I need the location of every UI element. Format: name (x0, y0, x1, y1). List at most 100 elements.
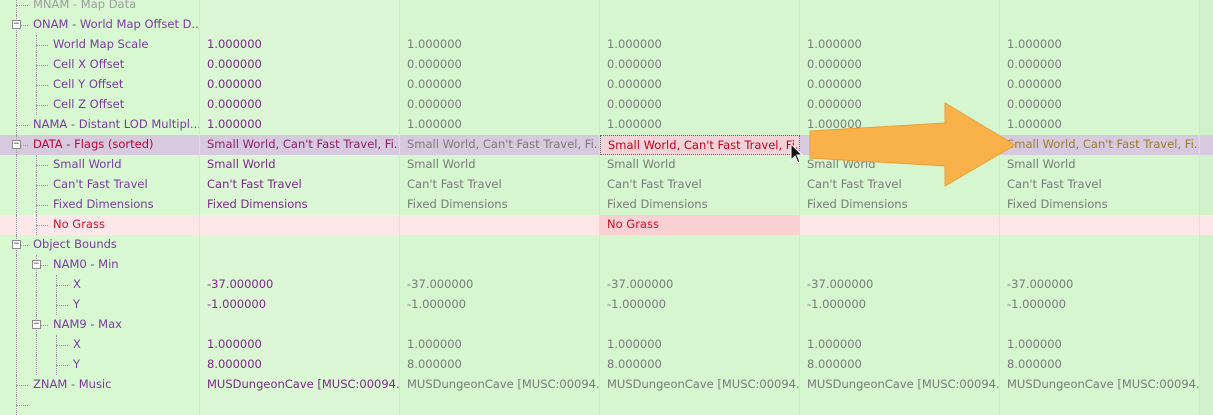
value-cell-record-4[interactable] (800, 235, 1000, 255)
value-cell-record-1[interactable]: 1.000000 (200, 35, 400, 55)
row-label-cell[interactable]: Fixed Dimensions (0, 195, 200, 215)
collapse-minus-icon[interactable]: − (32, 319, 41, 329)
row-label-cell[interactable]: ZNAM - Music (0, 375, 200, 395)
value-cell-record-2[interactable]: 0.000000 (400, 75, 600, 95)
value-cell-record-5[interactable]: Small World (1000, 155, 1200, 175)
table-row[interactable]: − NAM9 - Max (0, 315, 1213, 335)
table-row[interactable]: Fixed Dimensions Fixed Dimensions Fixed Di… (0, 195, 1213, 215)
value-cell-record-3[interactable] (600, 235, 800, 255)
value-cell-record-4[interactable]: 1.000000 (800, 35, 1000, 55)
table-row[interactable]: − Object Bounds (0, 235, 1213, 255)
value-cell-record-2[interactable]: Fixed Dimensions (400, 195, 600, 215)
value-cell-record-1[interactable] (200, 0, 400, 15)
collapse-minus-icon[interactable]: − (12, 239, 21, 249)
value-cell-record-1[interactable] (200, 215, 400, 235)
value-cell-record-2[interactable] (400, 395, 600, 415)
table-row[interactable]: X -37.000000 -37.000000 -37.000000 -37.00000… (0, 275, 1213, 295)
value-cell-record-5[interactable]: 0.000000 (1000, 55, 1200, 75)
value-cell-record-1[interactable] (200, 315, 400, 335)
value-cell-record-3[interactable] (600, 395, 800, 415)
value-cell-record-2[interactable]: 1.000000 (400, 335, 600, 355)
value-cell-record-3[interactable]: Fixed Dimensions (600, 195, 800, 215)
table-row[interactable]: Y -1.000000 -1.000000 -1.000000 -1.000000 -1.… (0, 295, 1213, 315)
row-label-cell[interactable]: X (0, 275, 200, 295)
value-cell-record-2[interactable]: 1.000000 (400, 35, 600, 55)
table-row[interactable]: ZNAM - Music MUSDungeonCave [MUSC:00094..… (0, 375, 1213, 395)
row-label-cell[interactable]: No Grass (0, 215, 200, 235)
value-cell-record-5[interactable] (1000, 395, 1200, 415)
value-cell-record-3[interactable]: Can't Fast Travel (600, 175, 800, 195)
value-cell-record-2[interactable]: 1.000000 (400, 115, 600, 135)
value-cell-record-5[interactable]: 0.000000 (1000, 95, 1200, 115)
table-row[interactable]: Small World Small World Small World Small W… (0, 155, 1213, 175)
table-row[interactable]: NAMA - Distant LOD Multipl... 1.000000 1.0… (0, 115, 1213, 135)
value-cell-record-1[interactable]: -37.000000 (200, 275, 400, 295)
value-cell-record-2[interactable]: 0.000000 (400, 55, 600, 75)
value-cell-record-4[interactable]: 8.000000 (800, 355, 1000, 375)
table-row[interactable]: − DATA - Flags (sorted) Small World, Can't… (0, 135, 1213, 155)
value-cell-record-3[interactable]: 1.000000 (600, 115, 800, 135)
value-cell-record-2[interactable]: MUSDungeonCave [MUSC:00094... (400, 375, 600, 395)
value-cell-record-5[interactable]: Small World, Can't Fast Travel, Fi... (1000, 135, 1200, 155)
value-cell-record-1[interactable]: 0.000000 (200, 75, 400, 95)
value-cell-record-3[interactable]: 1.000000 (600, 335, 800, 355)
table-row[interactable]: MNAM - Map Data (0, 0, 1213, 15)
row-label-cell[interactable]: World Map Scale (0, 35, 200, 55)
value-cell-record-4[interactable] (800, 0, 1000, 15)
row-label-cell[interactable]: Cell Y Offset (0, 75, 200, 95)
value-cell-record-4[interactable]: -1.000000 (800, 295, 1000, 315)
value-cell-record-3[interactable]: -37.000000 (600, 275, 800, 295)
value-cell-record-3[interactable]: 0.000000 (600, 75, 800, 95)
value-cell-record-1[interactable]: 0.000000 (200, 55, 400, 75)
value-cell-record-2[interactable]: -1.000000 (400, 295, 600, 315)
value-cell-record-4[interactable]: 0.000000 (800, 55, 1000, 75)
value-cell-record-3[interactable] (600, 255, 800, 275)
value-cell-record-3[interactable]: No Grass (600, 215, 800, 235)
table-row[interactable]: − ONAM - World Map Offset D... (0, 15, 1213, 35)
table-row[interactable]: Can't Fast Travel Can't Fast Travel Can't … (0, 175, 1213, 195)
value-cell-record-4[interactable] (800, 135, 1000, 155)
value-cell-record-3[interactable]: 0.000000 (600, 95, 800, 115)
value-cell-record-1[interactable]: 8.000000 (200, 355, 400, 375)
value-cell-record-5[interactable]: Can't Fast Travel (1000, 175, 1200, 195)
row-label-cell[interactable]: NAMA - Distant LOD Multipl... (0, 115, 200, 135)
value-cell-record-1[interactable] (200, 15, 400, 35)
value-cell-record-4[interactable] (800, 255, 1000, 275)
value-cell-record-5[interactable]: 1.000000 (1000, 115, 1200, 135)
value-cell-record-4[interactable]: 1.000000 (800, 115, 1000, 135)
table-row[interactable]: − NAM0 - Min (0, 255, 1213, 275)
value-cell-record-5[interactable]: 8.000000 (1000, 355, 1200, 375)
value-cell-record-1[interactable] (200, 395, 400, 415)
value-cell-record-2[interactable]: Small World (400, 155, 600, 175)
value-cell-record-5[interactable] (1000, 315, 1200, 335)
row-label-cell[interactable]: Y (0, 295, 200, 315)
table-row[interactable]: X 1.000000 1.000000 1.000000 1.000000 1.00000… (0, 335, 1213, 355)
row-label-cell[interactable]: − DATA - Flags (sorted) (0, 135, 200, 155)
value-cell-record-3[interactable]: MUSDungeonCave [MUSC:00094... (600, 375, 800, 395)
value-cell-record-4[interactable]: MUSDungeonCave [MUSC:00094... (800, 375, 1000, 395)
value-cell-record-5[interactable]: -37.000000 (1000, 275, 1200, 295)
row-label-cell[interactable]: − Object Bounds (0, 235, 200, 255)
value-cell-record-2[interactable]: -37.000000 (400, 275, 600, 295)
value-cell-record-3[interactable]: -1.000000 (600, 295, 800, 315)
value-cell-record-2[interactable]: 8.000000 (400, 355, 600, 375)
row-label-cell[interactable]: MNAM - Map Data (0, 0, 200, 15)
value-cell-record-5[interactable] (1000, 255, 1200, 275)
value-cell-record-4[interactable] (800, 395, 1000, 415)
value-cell-record-5[interactable]: MUSDungeonCave [MUSC:00094... (1000, 375, 1200, 395)
value-cell-record-5[interactable]: -1.000000 (1000, 295, 1200, 315)
value-cell-record-4[interactable]: 1.000000 (800, 335, 1000, 355)
value-cell-record-3[interactable] (600, 315, 800, 335)
value-cell-record-4[interactable]: Can't Fast Travel (800, 175, 1000, 195)
row-label-cell[interactable]: Can't Fast Travel (0, 175, 200, 195)
value-cell-record-1[interactable]: Fixed Dimensions (200, 195, 400, 215)
row-label-cell[interactable]: Cell Z Offset (0, 95, 200, 115)
value-cell-record-1[interactable]: Small World (200, 155, 400, 175)
value-cell-record-3[interactable]: 1.000000 (600, 35, 800, 55)
collapse-minus-icon[interactable]: − (32, 259, 41, 269)
value-cell-record-5[interactable] (1000, 215, 1200, 235)
table-row[interactable]: Cell Z Offset 0.000000 0.000000 0.000000 0.0… (0, 95, 1213, 115)
value-cell-record-2[interactable] (400, 235, 600, 255)
value-cell-record-2[interactable]: Small World, Can't Fast Travel, Fi... (400, 135, 600, 155)
value-cell-record-3[interactable] (600, 0, 800, 15)
